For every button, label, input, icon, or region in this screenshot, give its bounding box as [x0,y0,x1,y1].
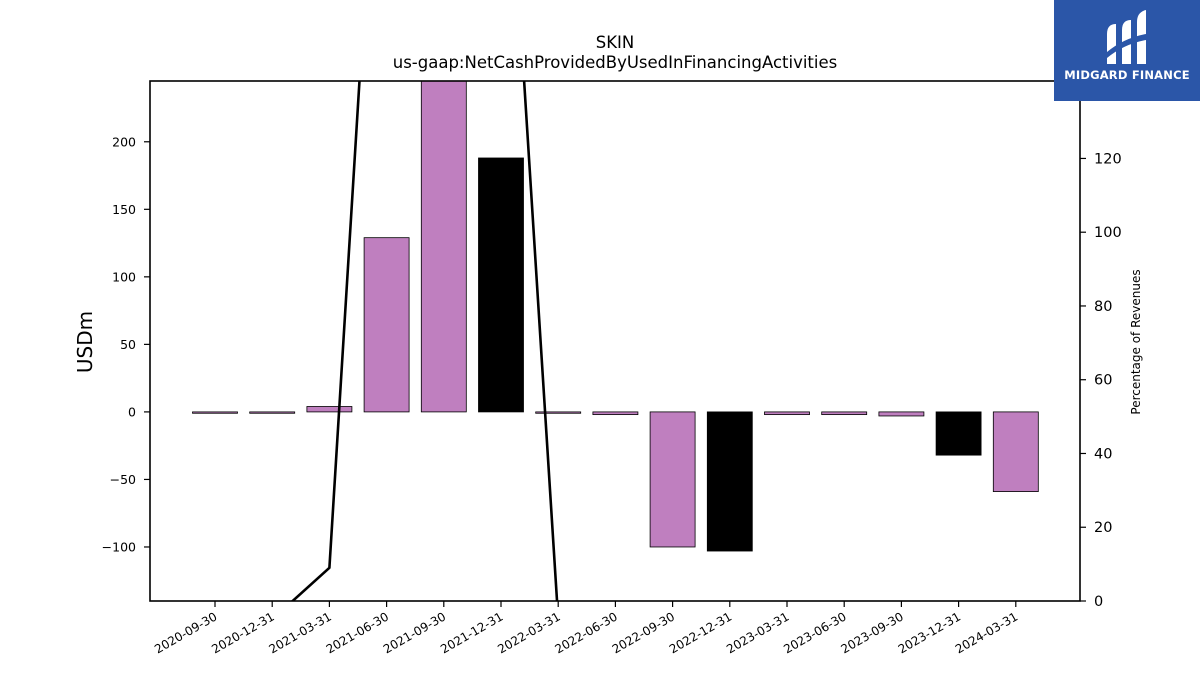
y-tick-label: 100 [112,269,136,284]
bar [363,237,410,413]
bar [878,411,925,417]
midgard-finance-logo: MIDGARD FINANCE [1054,0,1200,101]
x-tick-label: 2022-12-31 [667,609,734,656]
y-axis-label-right: Percentage of Revenues [1129,269,1143,414]
y-axis-label: USDm [73,311,97,373]
line-group [290,81,559,601]
x-tick-label: 2021-12-31 [438,609,505,656]
bar [306,406,353,413]
bar [592,411,639,416]
y-tick-label-right: 80 [1094,299,1112,315]
x-tick-label: 2022-09-30 [610,609,677,656]
y-tick-label: 150 [112,202,136,217]
plot-frame [149,80,1081,602]
y-tick-label: −50 [110,472,136,487]
x-tick-label: 2023-09-30 [838,609,905,656]
y-tick-label-right: 60 [1094,373,1112,389]
y-tick-label: 50 [120,337,136,352]
x-tick-label: 2023-03-31 [724,609,791,656]
bar [764,411,810,416]
y-tick-label: 200 [112,134,136,149]
bar [706,411,753,552]
y-tick-label: −100 [102,539,136,554]
bar [649,411,696,548]
bar [992,411,1039,492]
y-tick-label: 0 [128,404,136,419]
logo-text: MIDGARD FINANCE [1064,68,1190,82]
bar [192,411,238,414]
line-series [290,81,559,601]
x-tick-label: 2021-03-31 [266,609,333,656]
bar [478,157,524,413]
y-tick-label-right: 0 [1094,594,1103,610]
bar [420,81,467,413]
x-tick-label: 2020-12-31 [209,609,276,656]
y-tick-label-right: 120 [1094,151,1122,167]
chart-subtitle: us-gaap:NetCashProvidedByUsedInFinancing… [393,53,837,72]
x-tick-label: 2020-09-30 [152,609,219,656]
bar [535,411,582,414]
axes-group: −100 −50 0 50 100 150 200 0 20 40 60 80 100 120 2020-0… [102,80,1122,656]
x-tick-label: 2022-06-30 [552,609,619,656]
bar [935,411,982,456]
x-tick-label: 2023-12-31 [896,609,963,656]
y-tick-label-right: 100 [1094,225,1122,241]
y-tick-label-right: 40 [1094,446,1112,462]
x-tick-label: 2021-06-30 [324,609,391,656]
x-tick-label: 2023-06-30 [781,609,848,656]
x-tick-label: 2021-09-30 [381,609,448,656]
y-tick-label-right: 20 [1094,520,1112,536]
bars-group [192,81,1039,552]
bar [249,411,296,414]
x-tick-label: 2024-03-31 [953,609,1020,656]
bar [821,411,868,416]
chart-title: SKIN [596,33,635,52]
x-tick-label: 2022-03-31 [495,609,562,656]
midgard-logo-icon [1107,10,1146,64]
